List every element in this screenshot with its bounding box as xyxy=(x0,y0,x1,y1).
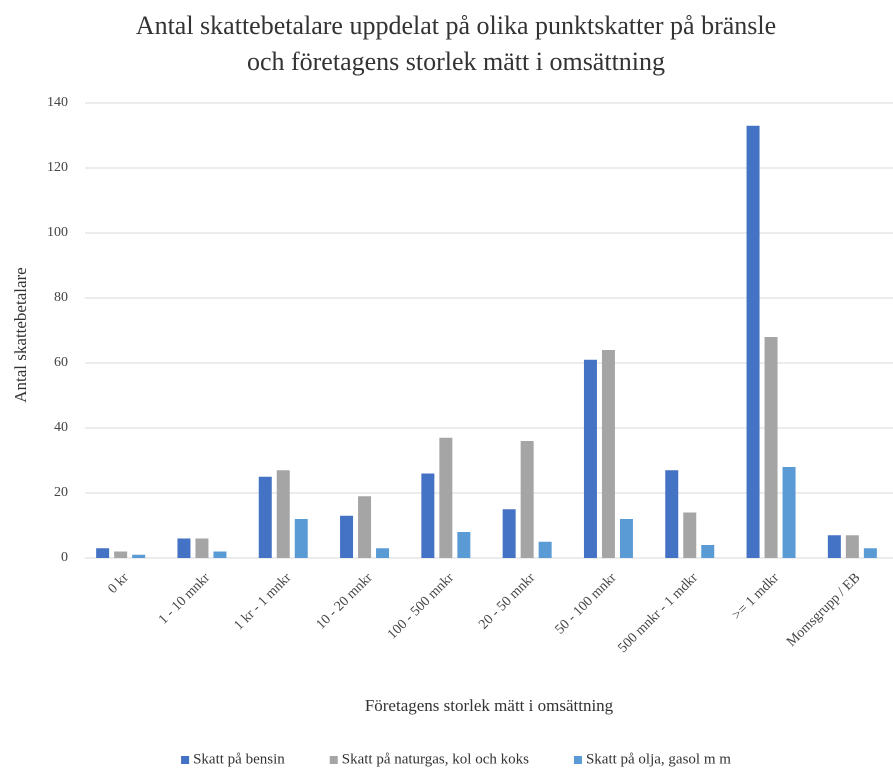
bar xyxy=(376,548,390,558)
y-tick-label: 40 xyxy=(54,420,68,435)
x-tick-label: 100 - 500 mnkr xyxy=(385,570,457,642)
bar xyxy=(782,467,796,558)
legend-label: Skatt på naturgas, kol och koks xyxy=(342,751,529,767)
y-tick-label: 80 xyxy=(54,290,68,305)
bar xyxy=(845,535,859,558)
bar xyxy=(213,551,227,558)
bar xyxy=(665,470,679,558)
legend-swatch xyxy=(573,756,582,764)
bar xyxy=(764,337,778,558)
bar xyxy=(683,512,697,558)
bar xyxy=(502,509,516,558)
bar xyxy=(827,535,841,558)
chart-title: Antal skattebetalare uppdelat på olika p… xyxy=(136,11,776,40)
bar xyxy=(132,554,146,558)
bar xyxy=(520,441,534,558)
x-tick-label: 1 - 10 mnkr xyxy=(156,570,213,627)
x-tick-label: 1 kr - 1 mnkr xyxy=(231,570,294,633)
bar xyxy=(114,551,128,558)
bar xyxy=(177,538,191,558)
x-tick-label: 20 - 50 mnkr xyxy=(476,570,538,632)
bar xyxy=(863,548,877,558)
y-tick-label: 120 xyxy=(47,160,68,175)
chart-title: och företagens storlek mätt i omsättning xyxy=(247,47,665,76)
bar xyxy=(538,541,552,558)
bar xyxy=(457,532,471,558)
bar xyxy=(276,470,290,558)
bar xyxy=(619,519,633,558)
bar xyxy=(195,538,209,558)
legend-label: Skatt på olja, gasol m m xyxy=(586,751,731,767)
bar xyxy=(258,476,272,558)
bar xyxy=(583,359,597,558)
x-tick-label: Momsgrupp / EB xyxy=(784,570,863,649)
bar xyxy=(439,437,453,558)
y-tick-label: 140 xyxy=(47,95,68,110)
x-tick-label: 0 kr xyxy=(105,570,132,597)
x-tick-label: 10 - 20 mnkr xyxy=(314,570,376,632)
y-axis-label: Antal skattebetalare xyxy=(11,267,30,402)
x-axis-label: Företagens storlek mätt i omsättning xyxy=(365,696,614,715)
x-tick-label: 500 mnkr - 1 mdkr xyxy=(615,570,701,656)
legend-label: Skatt på bensin xyxy=(193,751,285,767)
bar xyxy=(746,125,760,558)
bar xyxy=(96,548,110,558)
bar xyxy=(358,496,372,558)
y-tick-label: 20 xyxy=(54,485,68,500)
x-tick-label: 50 - 100 mnkr xyxy=(553,570,620,637)
legend-swatch xyxy=(329,756,338,764)
y-tick-label: 60 xyxy=(54,355,68,370)
bar xyxy=(421,473,435,558)
y-tick-label: 0 xyxy=(61,550,68,565)
bar xyxy=(701,545,715,558)
bar xyxy=(340,515,354,558)
y-tick-label: 100 xyxy=(47,225,68,240)
x-tick-label: >= 1 mdkr xyxy=(730,570,783,623)
bar xyxy=(601,350,615,558)
legend-swatch xyxy=(181,756,190,764)
bar xyxy=(294,519,308,558)
